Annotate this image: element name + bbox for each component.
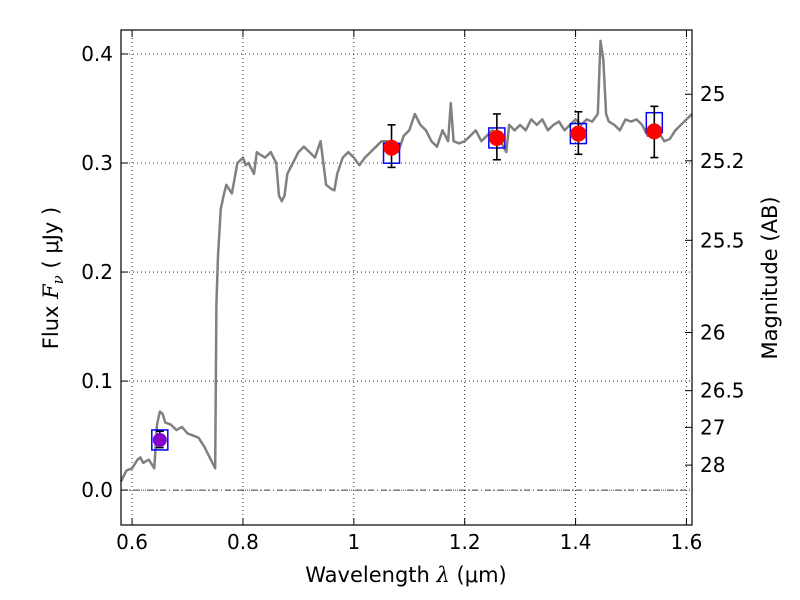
x-tick-label: 1 [347,530,360,554]
spectrum-series [119,39,693,482]
mag-tick-label: 25.2 [700,149,745,173]
y2-axis-label: Magnitude (AB) [758,196,782,359]
y-tick-label: 0.0 [81,478,113,502]
x-tick-label: 1.2 [449,530,481,554]
y-tick-label: 0.1 [81,369,113,393]
model-box [151,429,169,451]
mag-tick-label: 26.5 [700,379,745,403]
photometry-point [570,125,587,142]
x-tick-label: 0.6 [116,530,148,554]
x-axis-label: Wavelength λ (μm) [305,563,506,587]
x-tick-label: 1.4 [560,530,592,554]
y-tick-label: 0.4 [81,42,113,66]
photometry-series [152,123,663,447]
y-tick-label: 0.3 [81,151,113,175]
photometry-point [646,123,663,140]
mag-tick-label: 28 [700,453,725,477]
y-axis-label: Flux Fν ( μJy ) [39,207,67,349]
x-tick-label: 0.8 [227,530,259,554]
mag-tick-label: 27 [700,415,725,439]
plot-frame [120,29,693,526]
photometry-point [488,129,505,146]
mag-tick-label: 26 [700,321,725,345]
mag-tick-label: 25.5 [700,228,745,252]
mag-tick-label: 25 [700,82,725,106]
blue-band-point [152,432,167,447]
grid-lines [121,30,692,525]
photometry-point [383,139,400,156]
y-tick-label: 0.2 [81,260,113,284]
x-tick-label: 1.6 [671,530,703,554]
spectrum-line [119,39,693,482]
axis-ticks: 0.6 0.8 1 1.2 1.4 1.6 0.0 0.1 0.2 0.3 0.4 25 25.2 25.… [81,30,745,554]
